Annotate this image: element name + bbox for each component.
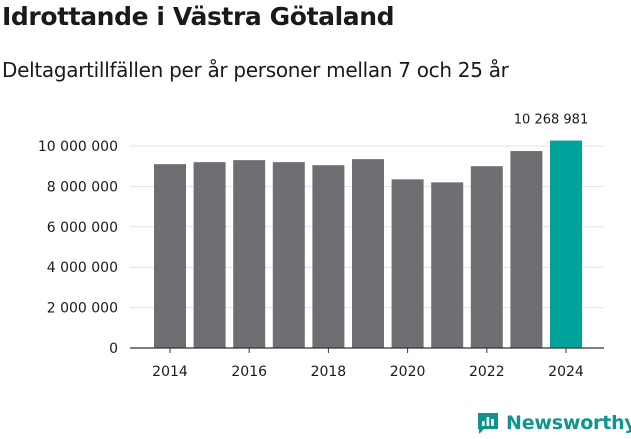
bar-2021 (431, 182, 464, 348)
newsworthy-logo-icon (478, 413, 498, 434)
data-label-2024: 10 268 981 (514, 113, 588, 128)
bar-2023 (510, 151, 543, 348)
bar-2019 (352, 159, 384, 348)
y-tick-label: 0 (109, 341, 118, 357)
chart-subtitle: Deltagartillfällen per år personer mella… (2, 58, 509, 82)
x-tick-label: 2018 (311, 364, 347, 380)
bar-2024 (550, 140, 582, 348)
x-tick-label: 2016 (231, 364, 267, 380)
y-tick-label: 2 000 000 (47, 301, 118, 317)
x-tick-label: 2022 (469, 364, 505, 380)
x-tick-label: 2020 (390, 364, 426, 380)
brand-footer: Newsworthy (476, 410, 631, 436)
bars (154, 140, 582, 348)
y-tick-label: 4 000 000 (47, 260, 118, 276)
x-tick-label: 2014 (152, 364, 188, 380)
brand-name: Newsworthy (506, 412, 631, 434)
bar-2016 (233, 160, 266, 348)
bar-2014 (154, 164, 186, 348)
chart-title: Idrottande i Västra Götaland (2, 2, 395, 31)
bar-2022 (470, 166, 503, 348)
bar-2015 (193, 162, 226, 348)
y-tick-label: 6 000 000 (47, 220, 118, 236)
y-axis: 0 2 000 000 4 000 000 6 000 000 8 000 000 10 … (38, 139, 118, 357)
x-tick-label: 2024 (548, 364, 584, 380)
bar-2018 (312, 165, 345, 348)
bar-2020 (391, 179, 424, 348)
bar-2017 (272, 162, 305, 348)
y-tick-label: 10 000 000 (38, 139, 118, 155)
y-tick-label: 8 000 000 (47, 179, 118, 195)
x-axis: 2014 2016 2018 2020 2022 2024 (130, 347, 604, 380)
annotations: 10 268 981 (514, 113, 588, 128)
